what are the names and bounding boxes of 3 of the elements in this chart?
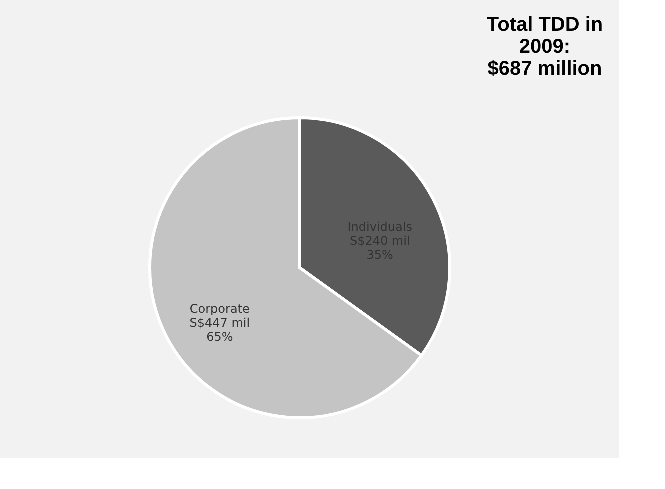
slice-label: Corporate <box>190 302 250 316</box>
text: Total TDD in 2009: $687 million <box>486 14 604 80</box>
data-label: S$447 mil 65% <box>190 316 250 344</box>
